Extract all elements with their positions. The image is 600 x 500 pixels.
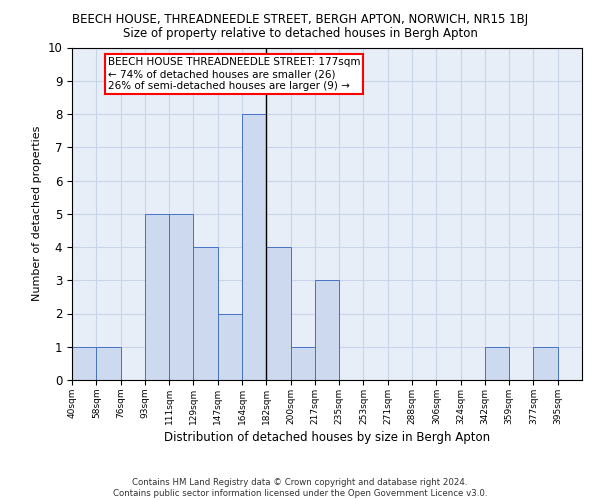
Bar bbox=[485, 347, 509, 380]
Bar bbox=[72, 347, 96, 380]
Bar bbox=[290, 347, 315, 380]
Bar bbox=[266, 247, 290, 380]
Bar bbox=[96, 347, 121, 380]
Bar bbox=[145, 214, 169, 380]
Text: Size of property relative to detached houses in Bergh Apton: Size of property relative to detached ho… bbox=[122, 28, 478, 40]
Bar bbox=[533, 347, 558, 380]
Text: Contains HM Land Registry data © Crown copyright and database right 2024.
Contai: Contains HM Land Registry data © Crown c… bbox=[113, 478, 487, 498]
Bar bbox=[315, 280, 339, 380]
Text: BEECH HOUSE THREADNEEDLE STREET: 177sqm
← 74% of detached houses are smaller (26: BEECH HOUSE THREADNEEDLE STREET: 177sqm … bbox=[108, 58, 360, 90]
Y-axis label: Number of detached properties: Number of detached properties bbox=[32, 126, 42, 302]
Text: BEECH HOUSE, THREADNEEDLE STREET, BERGH APTON, NORWICH, NR15 1BJ: BEECH HOUSE, THREADNEEDLE STREET, BERGH … bbox=[72, 12, 528, 26]
Bar bbox=[218, 314, 242, 380]
Bar bbox=[242, 114, 266, 380]
Bar bbox=[169, 214, 193, 380]
X-axis label: Distribution of detached houses by size in Bergh Apton: Distribution of detached houses by size … bbox=[164, 431, 490, 444]
Bar bbox=[193, 247, 218, 380]
